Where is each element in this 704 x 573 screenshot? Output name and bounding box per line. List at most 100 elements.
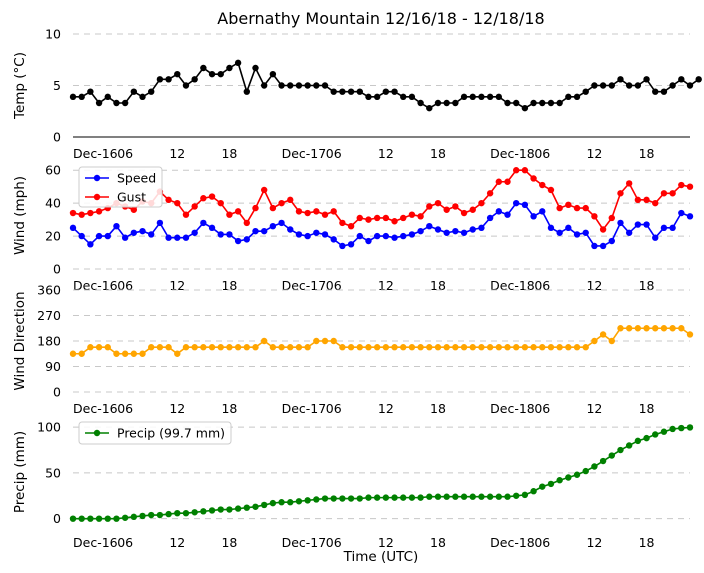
data-point: [434, 199, 442, 207]
data-point: [678, 424, 685, 432]
data-point: [260, 82, 268, 89]
data-point: [678, 181, 685, 189]
data-point: [260, 186, 268, 194]
data-point: [512, 99, 520, 107]
data-point: [625, 442, 633, 449]
data-point: [260, 337, 268, 345]
data-point: [617, 190, 624, 197]
data-point: [452, 227, 459, 235]
data-point: [182, 211, 190, 218]
data-point: [599, 242, 607, 250]
data-point: [426, 493, 433, 500]
data-point: [200, 508, 207, 515]
data-point: [486, 190, 494, 197]
data-point: [78, 515, 85, 522]
x-tick-label: 18: [639, 278, 655, 293]
data-point: [373, 344, 381, 351]
data-point: [156, 511, 164, 519]
data-point: [469, 344, 476, 351]
data-point: [391, 234, 398, 241]
data-point: [87, 515, 94, 522]
data-point: [139, 512, 146, 520]
data-point: [599, 226, 607, 233]
data-point: [469, 226, 476, 233]
data-point: [234, 208, 242, 215]
data-point: [660, 428, 668, 435]
y-tick-label: 40: [45, 196, 61, 211]
data-point: [208, 70, 216, 78]
data-point: [591, 242, 598, 250]
data-point: [95, 344, 103, 351]
data-point: [356, 232, 363, 240]
data-point: [113, 223, 120, 230]
data-point: [460, 493, 468, 500]
data-point: [669, 224, 676, 232]
data-point: [382, 232, 390, 240]
y-tick-label: 5: [53, 78, 61, 93]
data-point: [417, 344, 424, 351]
data-point: [313, 229, 320, 236]
data-point: [486, 93, 494, 101]
data-point: [539, 344, 546, 351]
data-point: [521, 167, 529, 174]
data-point: [486, 344, 494, 351]
data-point: [391, 218, 398, 225]
data-point: [426, 104, 433, 112]
data-point: [69, 224, 77, 232]
data-point: [400, 494, 407, 501]
data-point: [69, 350, 77, 357]
data-point: [226, 344, 233, 351]
data-point: [165, 76, 172, 83]
y-tick-label: 50: [45, 465, 61, 480]
data-point: [512, 199, 520, 207]
x-tick-label: 12: [378, 401, 394, 416]
data-point: [373, 494, 381, 501]
data-point: [460, 344, 468, 351]
data-point: [139, 93, 146, 101]
data-point: [373, 93, 381, 101]
data-point: [678, 209, 685, 217]
data-point: [287, 196, 294, 204]
data-point: [478, 199, 485, 207]
data-point: [148, 344, 155, 351]
data-point: [643, 196, 650, 204]
data-point: [87, 88, 94, 95]
y-axis-label: Temp (°C): [12, 52, 28, 120]
data-point: [443, 206, 450, 213]
data-point: [547, 480, 555, 488]
data-point: [104, 344, 111, 351]
legend-label: Speed: [117, 171, 156, 186]
data-point: [495, 344, 503, 351]
data-point: [582, 467, 589, 475]
data-point: [295, 498, 303, 505]
data-point: [121, 99, 129, 107]
data-point: [130, 513, 138, 521]
data-point: [599, 82, 607, 89]
x-tick-label: 18: [430, 278, 446, 293]
data-point: [252, 227, 259, 235]
data-point: [686, 82, 694, 89]
data-point: [408, 211, 416, 218]
data-point: [530, 344, 537, 351]
data-point: [617, 76, 624, 83]
data-point: [191, 203, 198, 210]
data-point: [104, 93, 111, 101]
data-point: [191, 229, 198, 236]
data-point: [426, 344, 433, 351]
data-point: [330, 495, 337, 502]
data-point: [504, 344, 511, 351]
y-axis-label: Wind (mph): [12, 176, 28, 255]
data-point: [208, 224, 216, 232]
data-point: [652, 88, 659, 95]
x-tick-label: 06: [326, 146, 342, 161]
data-point: [434, 226, 442, 233]
data-point: [87, 344, 94, 351]
data-point: [260, 227, 268, 235]
data-point: [400, 214, 407, 222]
data-point: [443, 493, 450, 500]
data-point: [400, 344, 407, 351]
data-point: [87, 209, 94, 217]
y-tick-label: 90: [45, 359, 61, 374]
